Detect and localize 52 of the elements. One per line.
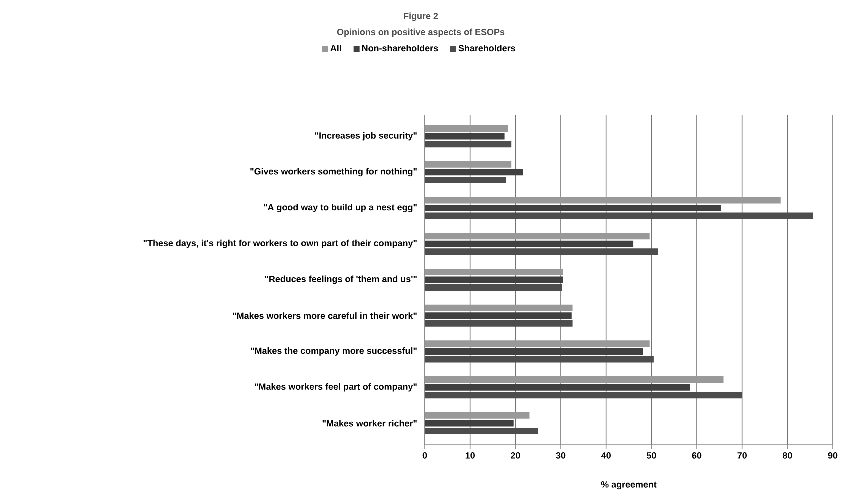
- x-tick-label: 0: [422, 452, 428, 459]
- bar: [425, 320, 573, 327]
- bar: [425, 205, 722, 212]
- bar: [425, 161, 512, 168]
- bar: [425, 284, 562, 292]
- bar: [425, 141, 512, 148]
- y-tick-label: "Increases job security": [315, 132, 417, 141]
- bar: [425, 304, 573, 312]
- bar: [425, 420, 514, 427]
- legend-label: Shareholders: [458, 45, 516, 52]
- chart-title: Figure 2: [404, 12, 438, 22]
- y-tick-label: "Reduces feelings of 'them and us'": [265, 276, 417, 284]
- legend-label: Non-shareholders: [362, 45, 438, 52]
- x-tick-label: 90: [828, 452, 838, 459]
- bar: [425, 169, 524, 176]
- bar: [425, 133, 505, 140]
- bar: [425, 348, 644, 355]
- bar: [425, 248, 658, 256]
- y-tick-label: "These days, it's right for workers to own part of their company": [144, 240, 417, 248]
- bar: [425, 376, 724, 384]
- x-tick-label: 10: [466, 452, 475, 459]
- x-tick-label: 30: [556, 452, 566, 459]
- x-tick-label: 40: [601, 452, 611, 459]
- bar: [425, 412, 530, 419]
- bar: [425, 197, 781, 204]
- bar: [425, 276, 564, 284]
- bar: [425, 125, 508, 132]
- y-tick-label: "Makes worker richer": [322, 420, 417, 427]
- x-tick-label: 70: [738, 452, 747, 459]
- y-tick-label: "Gives workers something for nothing": [250, 168, 417, 177]
- bar: [425, 212, 814, 220]
- bar: [425, 392, 742, 399]
- bar: [425, 428, 538, 435]
- bar: [425, 268, 564, 276]
- x-tick-label: 60: [692, 452, 702, 459]
- bar: [425, 312, 572, 320]
- bar: [425, 233, 650, 240]
- x-tick-label: 80: [782, 452, 792, 459]
- y-tick-label: "Makes workers more careful in their work": [233, 312, 417, 320]
- bar: [425, 176, 506, 184]
- x-tick-label: 20: [511, 452, 520, 459]
- chart-subtitle: Opinions on positive aspects of ESOPs: [337, 28, 505, 38]
- x-axis-title: % agreement: [601, 482, 657, 490]
- y-tick-label: "Makes the company more successful": [251, 348, 417, 356]
- x-tick-label: 50: [646, 452, 656, 459]
- bar: [425, 340, 650, 348]
- bar: [425, 240, 634, 248]
- bar: [425, 356, 654, 363]
- y-tick-label: "A good way to build up a nest egg": [264, 204, 417, 212]
- y-tick-label: "Makes workers feel part of company": [255, 383, 417, 392]
- bar: [425, 384, 690, 391]
- legend-label: All: [330, 45, 342, 52]
